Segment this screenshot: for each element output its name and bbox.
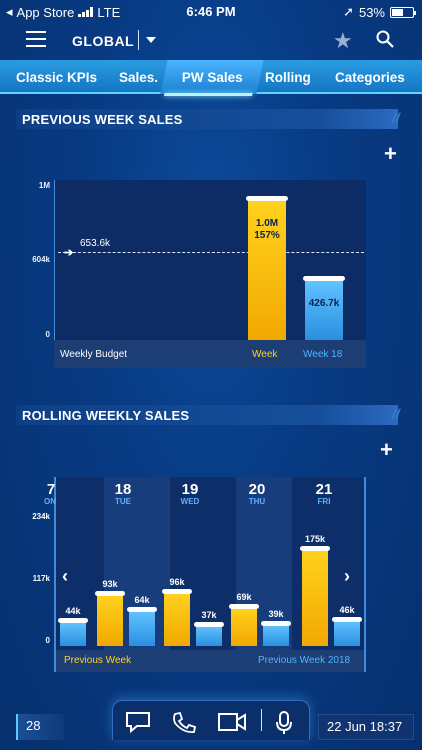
rolling-value-label: 64k — [134, 594, 150, 605]
day-weekday: WED — [180, 497, 200, 506]
datetime-display: 22 Jun 18:37 — [318, 714, 414, 740]
budget-reference-line — [58, 252, 364, 253]
chat-icon[interactable] — [125, 711, 151, 733]
chevron-right-icon[interactable]: › — [344, 566, 350, 586]
search-icon[interactable] — [376, 30, 394, 48]
c2-ytick-top: 234k — [32, 512, 50, 521]
rolling-weekly-title: ROLLING WEEKLY SALES — [16, 405, 400, 425]
rolling-bar-previous-week-2018-18 — [127, 606, 157, 646]
day-header-19: 19 WED — [170, 481, 210, 506]
chart-label-week-value: 1.0M — [255, 218, 279, 229]
day-number: 18 — [114, 481, 132, 498]
day-weekday: FRI — [317, 497, 331, 506]
c1-ytick-zero: 0 — [45, 330, 50, 339]
signal-icon — [78, 7, 94, 17]
day-weekday: TUE — [115, 497, 131, 506]
location-icon: ➚ — [343, 4, 354, 19]
c2-ytick-mid: 117k — [32, 574, 50, 583]
rolling-bar-previous-week-2018-7 — [58, 617, 88, 646]
tab-classic-kpis[interactable]: Classic KPIs — [16, 70, 98, 85]
carrier-label: App Store — [16, 4, 75, 20]
tab-pw-sales[interactable]: PW Sales — [160, 60, 264, 94]
rolling-bar-previous-week-21 — [300, 545, 330, 646]
rolling-bar-previous-week-2018-21 — [332, 616, 362, 646]
star-icon[interactable]: ★ — [333, 28, 353, 53]
rolling-value-label: 46k — [339, 604, 355, 615]
rolling-bar-previous-week-19 — [162, 589, 192, 646]
app-header: GLOBAL ★ — [0, 24, 422, 58]
day-number: 19 — [181, 481, 199, 498]
tab-pw-sales-label: PW Sales — [181, 70, 243, 85]
status-bar: ◂ App Store LTE 6:46 PM ➚ 53% — [0, 0, 422, 22]
day-number: 7 — [46, 481, 56, 498]
previous-week-title: PREVIOUS WEEK SALES — [16, 109, 400, 129]
status-left: ◂ App Store LTE — [6, 4, 120, 20]
phone-icon[interactable] — [171, 711, 197, 735]
day-header-21: 21 FRI — [304, 481, 344, 506]
c2-ytick-zero: 0 — [45, 636, 50, 645]
battery-percent: 53% — [358, 4, 385, 20]
chart-label-week: 1.0M 157% — [248, 218, 286, 242]
rolling-bar-previous-week-20 — [229, 603, 259, 646]
scope-label[interactable]: GLOBAL — [72, 33, 135, 49]
rolling-value-label: 93k — [102, 578, 118, 589]
add-widget-button-1[interactable]: + — [384, 141, 397, 166]
chart-label-week-pct: 157% — [254, 230, 280, 241]
battery-icon — [390, 6, 416, 18]
rolling-chart-footer — [56, 650, 364, 672]
c1-ytick-mid: 604k — [32, 255, 50, 264]
chevron-left-icon[interactable]: ‹ — [62, 566, 68, 586]
budget-value-label: 653.6k — [80, 238, 111, 249]
chevron-down-icon[interactable] — [146, 37, 156, 43]
dock-divider — [261, 709, 262, 731]
back-arrow-icon[interactable]: ◂ — [6, 4, 13, 19]
rolling-value-label: 96k — [169, 577, 185, 588]
status-right: ➚ 53% — [343, 4, 416, 20]
rolling-bar-previous-week-18 — [95, 590, 125, 646]
rolling-bar-previous-week-2018-20 — [261, 620, 291, 646]
day-number: 21 — [315, 481, 333, 498]
footer-week-18: Week 18 — [303, 349, 343, 360]
rolling-value-label: 39k — [268, 608, 284, 619]
legend-previous-week-2018: Previous Week 2018 — [258, 655, 351, 666]
footer-weekly-budget: Weekly Budget — [60, 349, 128, 360]
day-weekday: ON — [44, 497, 56, 506]
day-header-7: 7 ON — [42, 481, 66, 506]
microphone-icon[interactable] — [275, 711, 293, 735]
legend-previous-week: Previous Week — [64, 655, 132, 666]
rolling-value-label: 37k — [201, 609, 217, 620]
c1-ytick-top: 1M — [38, 181, 50, 190]
rolling-value-label: 69k — [236, 591, 252, 602]
chart-bar-week-18 — [303, 276, 345, 340]
header-divider — [138, 30, 139, 50]
day-weekday: THU — [248, 497, 266, 506]
budget-arrow-icon: ➔ — [64, 247, 74, 259]
day-number: 20 — [248, 481, 266, 498]
previous-week-chart-footer — [54, 340, 366, 368]
add-widget-button-2[interactable]: + — [380, 437, 393, 462]
day-header-20: 20 THU — [237, 481, 277, 506]
tab-bar: Classic KPIs Sales. PW Sales Rolling Cat… — [0, 60, 422, 94]
contact-dock — [112, 700, 310, 740]
rolling-value-label: 175k — [304, 533, 326, 544]
tab-categories[interactable]: Categories — [335, 70, 405, 85]
rolling-value-label: 44k — [65, 605, 81, 616]
rolling-bar-previous-week-2018-19 — [194, 621, 224, 646]
chart-bar-week — [246, 196, 288, 340]
tab-rolling[interactable]: Rolling — [265, 70, 311, 85]
video-icon[interactable] — [217, 711, 247, 733]
tab-sales[interactable]: Sales. — [119, 70, 159, 85]
menu-icon[interactable] — [26, 31, 46, 49]
status-time: 6:46 PM — [186, 4, 236, 19]
network-label: LTE — [97, 4, 121, 20]
bottom-bar: 28 22 Jun 18:37 — [0, 700, 422, 750]
footer-week: Week — [252, 349, 278, 360]
day-header-18: 18 TUE — [103, 481, 143, 506]
notification-count[interactable]: 28 — [16, 714, 64, 740]
chart-label-week-18: 426.7k — [308, 298, 340, 309]
